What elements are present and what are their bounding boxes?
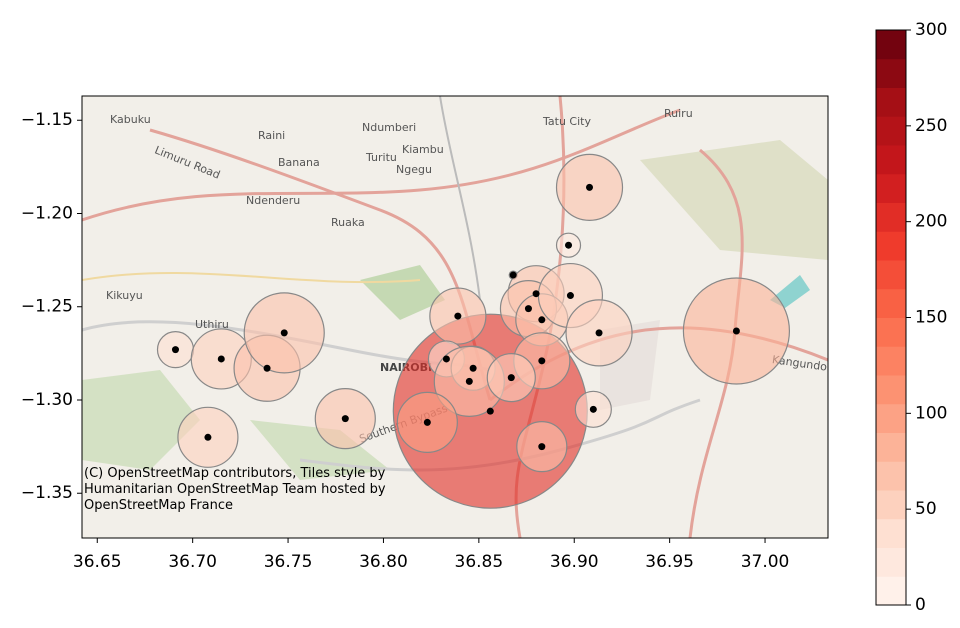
colorbar-level bbox=[876, 461, 906, 491]
map-label: Uthiru bbox=[195, 318, 229, 331]
point bbox=[509, 271, 517, 279]
map-label: Kabuku bbox=[110, 113, 151, 126]
map-label: Ndumberi bbox=[362, 121, 416, 134]
colorbar-level bbox=[876, 87, 906, 117]
x-tick-label: 37.00 bbox=[741, 552, 790, 572]
x-tick-label: 36.95 bbox=[645, 552, 694, 572]
colorbar-level bbox=[876, 576, 906, 606]
colorbar-tick-label: 150 bbox=[915, 308, 947, 328]
colorbar-level bbox=[876, 403, 906, 433]
y-tick-label: −1.35 bbox=[21, 483, 73, 503]
map-label: Ruaka bbox=[331, 216, 365, 229]
colorbar-level bbox=[876, 30, 906, 60]
y-tick-label: −1.25 bbox=[21, 297, 73, 317]
colorbar-level bbox=[876, 116, 906, 146]
map-label: Banana bbox=[278, 156, 320, 169]
attribution: (C) OpenStreetMap contributors, Tiles st… bbox=[84, 466, 386, 513]
point bbox=[171, 346, 179, 354]
colorbar-tick-label: 50 bbox=[915, 499, 937, 519]
map-label: Raini bbox=[258, 129, 285, 142]
colorbar-level bbox=[876, 317, 906, 347]
colorbar-level bbox=[876, 145, 906, 175]
colorbar-level bbox=[876, 375, 906, 405]
point bbox=[217, 355, 225, 363]
point bbox=[341, 415, 349, 423]
colorbar-level bbox=[876, 58, 906, 88]
point bbox=[589, 405, 597, 413]
y-tick-label: −1.30 bbox=[21, 390, 73, 410]
colorbar-level bbox=[876, 173, 906, 203]
map-background: Kabuku Raini Ndumberi Tatu City Ruiru Li… bbox=[82, 96, 828, 538]
map-label: Ngegu bbox=[396, 163, 432, 176]
x-tick-label: 36.90 bbox=[550, 552, 599, 572]
x-tick-label: 36.80 bbox=[359, 552, 408, 572]
map-label: Turitu bbox=[365, 151, 397, 164]
point bbox=[280, 329, 288, 337]
plot-frame bbox=[81, 95, 829, 539]
colorbar-tick-label: 0 bbox=[915, 595, 926, 615]
colorbar-level bbox=[876, 547, 906, 577]
point bbox=[465, 377, 473, 385]
map-label: Kiambu bbox=[402, 143, 444, 156]
point bbox=[586, 183, 594, 191]
x-tick-label: 36.65 bbox=[73, 552, 122, 572]
x-tick-label: 36.70 bbox=[168, 552, 217, 572]
point bbox=[469, 364, 477, 372]
point bbox=[538, 316, 546, 324]
colorbar-level bbox=[876, 260, 906, 290]
point bbox=[566, 292, 574, 300]
colorbar-level bbox=[876, 518, 906, 548]
map-label: Tatu City bbox=[542, 115, 591, 128]
colorbar-tick-label: 200 bbox=[915, 212, 947, 232]
colorbar-tick-label: 300 bbox=[915, 20, 947, 40]
point bbox=[538, 357, 546, 365]
point bbox=[532, 290, 540, 298]
colorbar-level bbox=[876, 231, 906, 261]
point bbox=[565, 241, 573, 249]
colorbar-level bbox=[876, 202, 906, 232]
colorbar-tick-label: 100 bbox=[915, 403, 947, 423]
x-tick-label: 36.75 bbox=[264, 552, 313, 572]
point bbox=[204, 433, 212, 441]
point bbox=[595, 329, 603, 337]
point bbox=[486, 407, 494, 415]
point bbox=[524, 305, 532, 313]
colorbar-level bbox=[876, 346, 906, 376]
map-label: Kikuyu bbox=[106, 289, 143, 302]
y-tick-label: −1.20 bbox=[21, 203, 73, 223]
colorbar-level bbox=[876, 288, 906, 318]
point bbox=[538, 443, 546, 451]
colorbar-level bbox=[876, 432, 906, 462]
colorbar-level bbox=[876, 490, 906, 520]
point bbox=[442, 355, 450, 363]
point bbox=[263, 364, 271, 372]
y-tick-label: −1.15 bbox=[21, 110, 73, 130]
x-tick-label: 36.85 bbox=[455, 552, 504, 572]
point bbox=[423, 418, 431, 426]
colorbar-tick-label: 250 bbox=[915, 116, 947, 136]
point bbox=[454, 312, 462, 320]
point bbox=[507, 374, 515, 382]
map-label: Ruiru bbox=[664, 107, 693, 120]
point bbox=[732, 327, 740, 335]
map-label: Ndenderu bbox=[246, 194, 300, 207]
